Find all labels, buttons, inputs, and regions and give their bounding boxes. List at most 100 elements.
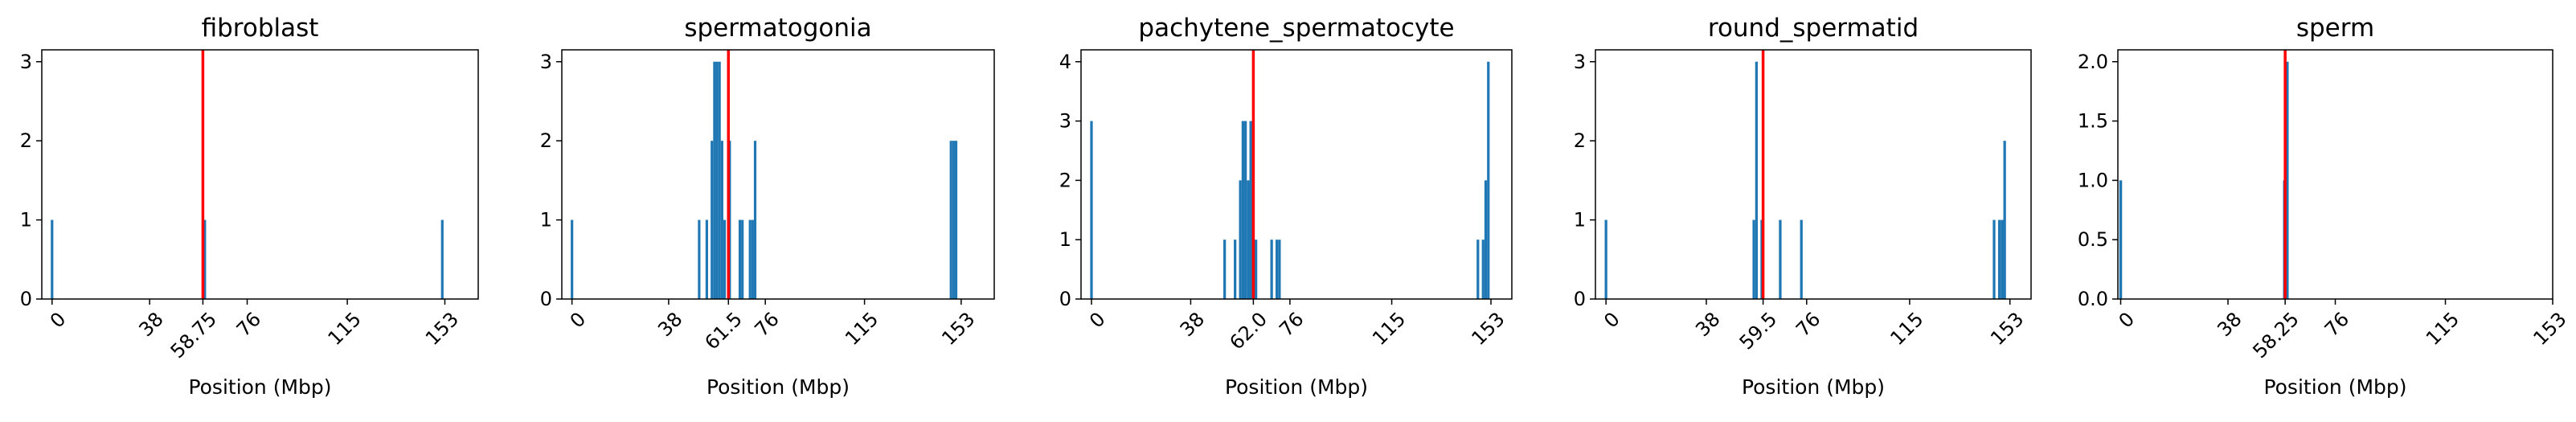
bar-2-14 <box>1481 240 1485 299</box>
bar-0-0 <box>51 219 54 299</box>
ytick-label-0-0: 0 <box>20 288 32 310</box>
ytick-label-4-2: 1.0 <box>2078 169 2108 191</box>
xtick-label-1-2: 61.5 <box>700 308 747 354</box>
ytick-label-3-2: 2 <box>1574 129 1586 152</box>
bar-1-10 <box>738 219 742 299</box>
ytick-label-1-2: 2 <box>540 129 552 152</box>
axes-frame-1 <box>561 49 995 300</box>
xtick-label-2-4: 115 <box>1368 308 1410 350</box>
ytick-label-0-1: 1 <box>20 209 32 231</box>
bar-1-5 <box>715 61 719 299</box>
bar-0-1 <box>203 219 207 299</box>
x-axis-label-0: Position (Mbp) <box>188 375 331 399</box>
xtick-label-4-5: 153 <box>2529 308 2570 350</box>
bar-3-8 <box>2001 219 2004 299</box>
ytick-label-4-4: 2.0 <box>2078 51 2108 73</box>
xtick-label-1-5: 153 <box>937 308 979 350</box>
xtick-label-4-1: 38 <box>2213 308 2246 341</box>
chart-title-0: fibroblast <box>202 14 319 43</box>
xtick-label-2-1: 38 <box>1176 308 1209 341</box>
bar-1-16 <box>952 141 955 299</box>
ytick-label-4-0: 0.0 <box>2078 288 2108 310</box>
xtick-label-2-0: 0 <box>1085 308 1110 333</box>
x-axis-label-2: Position (Mbp) <box>1225 375 1368 399</box>
xtick-label-4-3: 76 <box>2320 308 2353 341</box>
bar-1-11 <box>741 219 744 299</box>
ytick-label-4-1: 0.5 <box>2078 228 2108 251</box>
xtick-label-0-0: 0 <box>46 308 71 333</box>
xtick-label-4-0: 0 <box>2115 308 2140 333</box>
bar-1-12 <box>748 219 752 299</box>
chart-panel-1: spermatogonia 0 1 2 3 0 38 61.5 76 115 153 Position… <box>540 14 995 399</box>
bar-2-12 <box>1278 240 1281 299</box>
axes-frame-2 <box>1080 49 1513 300</box>
bar-1-3 <box>711 141 714 299</box>
bar-1-6 <box>718 61 721 299</box>
bar-0-2 <box>440 219 444 299</box>
bar-2-3 <box>1239 180 1242 299</box>
xtick-label-2-3: 76 <box>1275 308 1308 341</box>
bar-1-4 <box>713 61 716 299</box>
xtick-label-1-0: 0 <box>566 308 591 333</box>
chart-title-1: spermatogonia <box>684 14 871 43</box>
bar-1-15 <box>949 141 952 299</box>
bar-2-4 <box>1241 121 1245 299</box>
ytick-label-1-0: 0 <box>540 288 552 310</box>
xtick-label-3-1: 38 <box>1691 308 1724 341</box>
bar-3-7 <box>1997 219 2001 299</box>
bar-4-0 <box>2119 180 2123 299</box>
x-axis-label-1: Position (Mbp) <box>706 375 850 399</box>
xtick-label-3-2: 59.5 <box>1735 308 1782 354</box>
bar-3-5 <box>1800 219 1803 299</box>
axes-frame-0 <box>41 49 479 300</box>
xtick-label-1-3: 76 <box>750 308 783 341</box>
x-axis-label-4: Position (Mbp) <box>2263 375 2406 399</box>
ytick-label-2-1: 1 <box>1059 228 1071 251</box>
xtick-label-0-4: 115 <box>324 308 366 350</box>
xtick-label-1-1: 38 <box>653 308 686 341</box>
chart-panel-4: sperm 0.0 0.5 1.0 1.5 2.0 0 38 58.25 76 115 153 Posi… <box>2078 14 2571 399</box>
ytick-label-2-4: 4 <box>1059 51 1071 73</box>
bar-3-0 <box>1604 219 1607 299</box>
xtick-label-0-1: 38 <box>134 308 167 341</box>
x-axis-label-3: Position (Mbp) <box>1742 375 1885 399</box>
bar-1-17 <box>954 141 958 299</box>
ytick-label-1-3: 3 <box>540 51 552 73</box>
bar-1-14 <box>753 141 757 299</box>
bar-2-5 <box>1244 121 1247 299</box>
bar-1-13 <box>751 219 754 299</box>
bar-3-9 <box>2003 141 2006 299</box>
xtick-label-4-4: 115 <box>2422 308 2463 350</box>
ytick-label-0-3: 3 <box>20 51 32 73</box>
ytick-label-2-3: 3 <box>1059 110 1071 133</box>
bar-3-4 <box>1779 219 1782 299</box>
xtick-label-0-3: 76 <box>232 308 265 341</box>
bar-2-13 <box>1476 240 1480 299</box>
chart-title-2: pachytene_spermatocyte <box>1138 14 1454 43</box>
bar-2-15 <box>1484 180 1488 299</box>
axes-frame-3 <box>1595 49 2032 300</box>
bar-2-9 <box>1255 240 1258 299</box>
bar-2-10 <box>1270 240 1273 299</box>
bar-1-8 <box>723 219 727 299</box>
bar-3-6 <box>1992 219 1996 299</box>
ytick-label-2-0: 0 <box>1059 288 1071 310</box>
chart-title-4: sperm <box>2296 14 2374 43</box>
axes-frame-4 <box>2117 49 2553 300</box>
chart-title-3: round_spermatid <box>1708 14 1919 43</box>
ytick-label-1-1: 1 <box>540 209 552 231</box>
bar-2-11 <box>1276 240 1279 299</box>
bar-2-0 <box>1090 121 1093 299</box>
bar-1-2 <box>705 219 708 299</box>
bar-1-7 <box>720 141 723 299</box>
xtick-label-0-5: 153 <box>421 308 463 350</box>
bar-3-2 <box>1755 61 1759 299</box>
ytick-label-3-1: 1 <box>1574 209 1586 231</box>
ytick-label-0-2: 2 <box>20 129 32 152</box>
ytick-label-3-0: 0 <box>1574 288 1586 310</box>
ytick-label-3-3: 3 <box>1574 51 1586 73</box>
bar-2-7 <box>1249 121 1252 299</box>
xtick-label-4-2: 58.25 <box>2248 308 2303 363</box>
chart-panel-3: round_spermatid 0 1 2 3 0 38 59.5 76 115 153 Positi… <box>1574 14 2032 399</box>
